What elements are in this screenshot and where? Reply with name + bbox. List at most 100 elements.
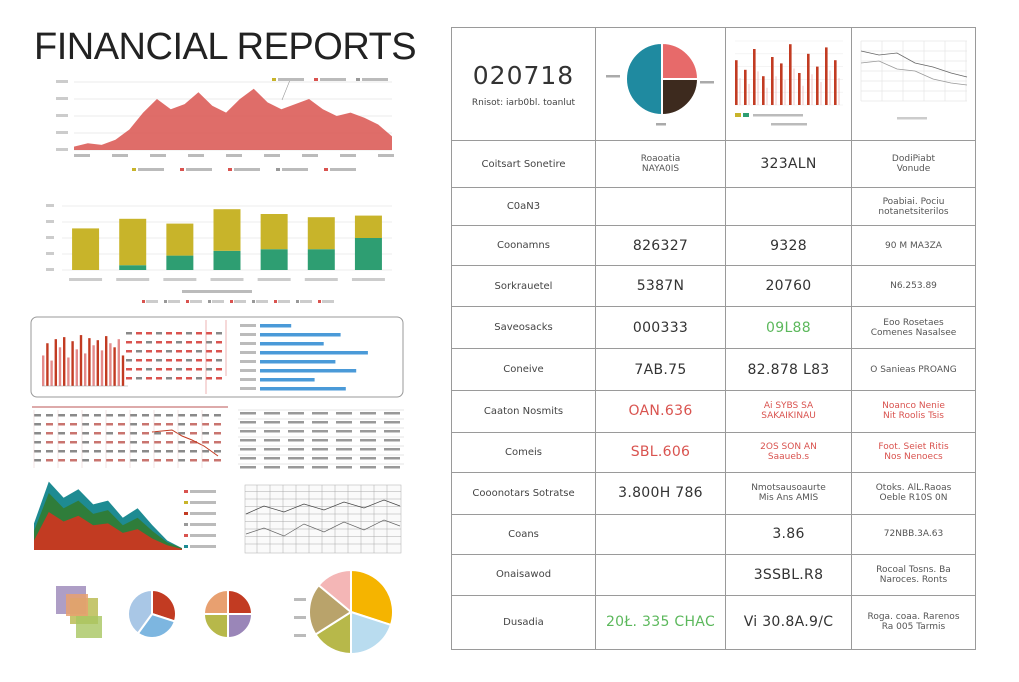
data-mark bbox=[34, 414, 41, 417]
bar-segment bbox=[354, 215, 382, 238]
bar bbox=[260, 342, 324, 346]
x-tick-label bbox=[351, 278, 385, 281]
data-mark bbox=[34, 441, 41, 444]
pie-slice bbox=[317, 568, 352, 615]
data-mark bbox=[202, 432, 209, 435]
data-mark bbox=[126, 350, 132, 353]
legend-swatch bbox=[132, 168, 136, 171]
data-mark bbox=[178, 432, 185, 435]
data-mark bbox=[166, 441, 173, 444]
data-mark bbox=[46, 450, 53, 453]
legend-swatch bbox=[314, 78, 318, 81]
financial-report-table: 020718 Rnisot: iarb0bl. toanlut Coitsart… bbox=[451, 26, 976, 651]
page-title: FINANCIAL REPORTS bbox=[34, 26, 417, 68]
table-cell: OAN.636 bbox=[595, 389, 726, 433]
table-cell: SBL.606 bbox=[595, 431, 726, 473]
data-mark bbox=[264, 430, 280, 433]
bar bbox=[761, 75, 765, 105]
table-cell: Eoo Rosetaes Comenes Nasalsee bbox=[851, 306, 976, 350]
data-mark bbox=[82, 414, 89, 417]
legend-swatch bbox=[184, 490, 188, 493]
bar bbox=[46, 343, 49, 386]
data-mark bbox=[136, 341, 142, 344]
legend-label bbox=[168, 300, 180, 303]
row-label: Sorkrauetel bbox=[451, 265, 596, 308]
data-mark bbox=[156, 332, 162, 335]
data-mark bbox=[196, 332, 202, 335]
data-mark bbox=[214, 450, 221, 453]
data-mark bbox=[70, 432, 77, 435]
tick-label bbox=[56, 97, 68, 100]
x-tick-label bbox=[264, 154, 280, 157]
data-mark bbox=[206, 350, 212, 353]
data-mark bbox=[46, 441, 53, 444]
data-mark bbox=[70, 459, 77, 462]
legend-label bbox=[212, 300, 224, 303]
bar-segment bbox=[119, 265, 147, 270]
data-mark bbox=[288, 412, 304, 415]
header-line-chart bbox=[860, 40, 967, 120]
legend-label bbox=[186, 168, 212, 171]
legend-swatch bbox=[184, 512, 188, 515]
data-mark bbox=[312, 430, 328, 433]
legend-label bbox=[190, 523, 216, 526]
line-series bbox=[245, 519, 401, 537]
bar bbox=[260, 351, 368, 355]
table-cell: O Sanieas PROANG bbox=[851, 348, 976, 391]
row-label: C0aN3 bbox=[451, 187, 596, 227]
data-mark bbox=[264, 448, 280, 451]
data-mark bbox=[166, 350, 172, 353]
data-mark bbox=[126, 359, 132, 362]
bar-segment bbox=[72, 228, 100, 270]
data-mark bbox=[186, 350, 192, 353]
legend-swatch bbox=[228, 168, 232, 171]
x-tick-label bbox=[163, 278, 197, 281]
bar bbox=[260, 387, 346, 391]
legend-label bbox=[320, 78, 346, 81]
data-mark bbox=[82, 450, 89, 453]
bar bbox=[109, 343, 112, 386]
data-mark bbox=[106, 441, 113, 444]
table-cell: 323ALN bbox=[725, 140, 852, 189]
data-mark bbox=[336, 412, 352, 415]
data-mark bbox=[136, 332, 142, 335]
table-cell: Otoks. AlL.Raoas Oeble R10S 0N bbox=[851, 471, 976, 515]
data-mark bbox=[94, 432, 101, 435]
data-mark bbox=[126, 341, 132, 344]
data-mark bbox=[176, 368, 182, 371]
legend-swatch bbox=[164, 300, 167, 303]
table-cell: Nmotsausoaurte Mis Ans AMIS bbox=[725, 471, 852, 515]
data-mark bbox=[206, 341, 212, 344]
data-mark bbox=[130, 441, 137, 444]
legend-swatch bbox=[356, 78, 360, 81]
data-mark bbox=[46, 414, 53, 417]
bar-segment bbox=[166, 223, 194, 256]
tick-label bbox=[56, 131, 68, 134]
legend-label bbox=[234, 168, 260, 171]
data-mark bbox=[154, 459, 161, 462]
data-mark bbox=[360, 439, 376, 442]
data-mark bbox=[384, 421, 400, 424]
header-summary-cell: 020718 Rnisot: iarb0bl. toanlut bbox=[451, 26, 596, 142]
bar bbox=[121, 355, 125, 386]
data-mark bbox=[94, 414, 101, 417]
data-mark bbox=[70, 414, 77, 417]
y-tick-label bbox=[240, 324, 256, 327]
data-mark bbox=[94, 423, 101, 426]
data-mark bbox=[118, 414, 125, 417]
line-series bbox=[151, 429, 219, 457]
axis-label bbox=[896, 116, 927, 120]
data-mark bbox=[136, 359, 142, 362]
legend-label bbox=[190, 300, 202, 303]
data-mark bbox=[264, 412, 280, 415]
table-cell: 09L88 bbox=[725, 306, 852, 350]
tick-label bbox=[56, 114, 68, 117]
data-mark bbox=[186, 359, 192, 362]
data-mark bbox=[202, 441, 209, 444]
data-mark bbox=[166, 341, 172, 344]
data-mark bbox=[154, 423, 161, 426]
legend-swatch bbox=[184, 501, 188, 504]
data-mark bbox=[126, 368, 132, 371]
line-series bbox=[245, 499, 401, 515]
bar bbox=[833, 59, 837, 105]
